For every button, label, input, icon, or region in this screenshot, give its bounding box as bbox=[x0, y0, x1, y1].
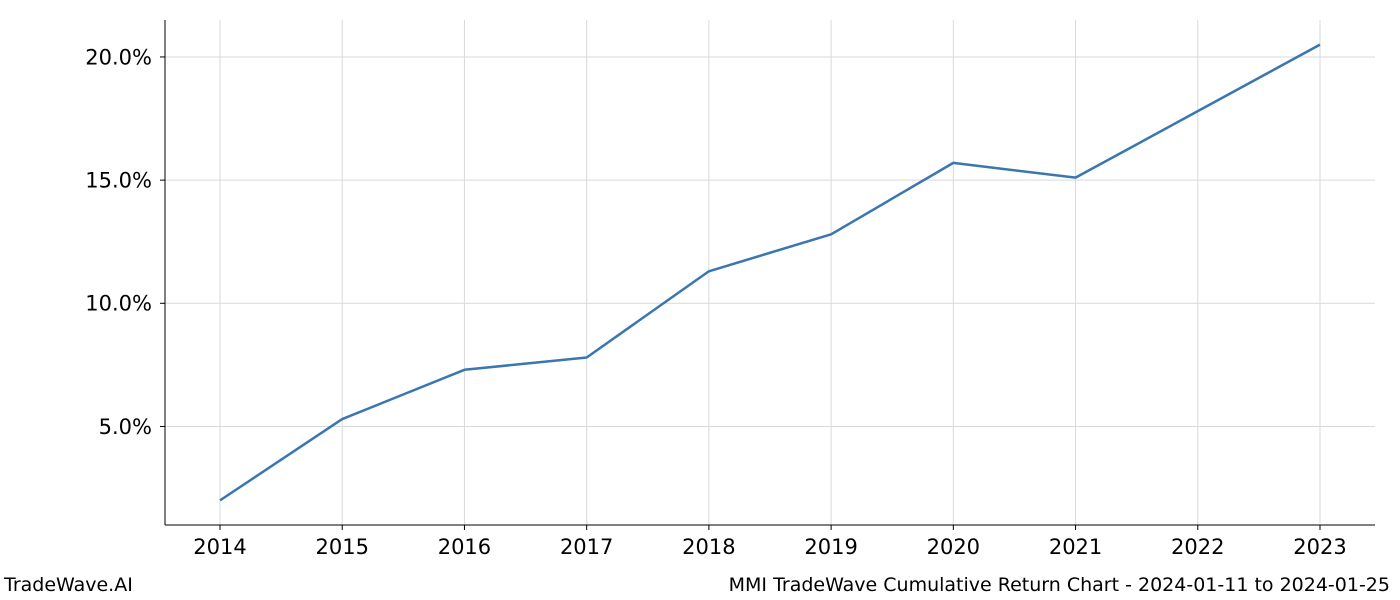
y-tick-label: 15.0% bbox=[85, 168, 152, 192]
y-tick-label: 5.0% bbox=[99, 415, 152, 439]
y-tick-label: 20.0% bbox=[85, 45, 152, 69]
x-tick-label: 2022 bbox=[1171, 535, 1224, 559]
footer-left-caption: TradeWave.AI bbox=[4, 574, 133, 596]
footer-right-caption: MMI TradeWave Cumulative Return Chart - … bbox=[729, 574, 1390, 596]
series-line-cumulative-return bbox=[220, 45, 1320, 501]
x-tick-label: 2017 bbox=[560, 535, 613, 559]
y-tick-label: 10.0% bbox=[85, 292, 152, 316]
cumulative-return-chart: 2014 2015 2016 2017 2018 2019 2020 2021 2022 2023… bbox=[0, 0, 1400, 600]
x-tick-label: 2016 bbox=[438, 535, 491, 559]
x-tick-label: 2023 bbox=[1293, 535, 1346, 559]
x-tick-label: 2020 bbox=[927, 535, 980, 559]
x-tick-label: 2014 bbox=[193, 535, 246, 559]
x-tick-label: 2015 bbox=[315, 535, 368, 559]
x-tick-label: 2019 bbox=[804, 535, 857, 559]
x-tick-label: 2021 bbox=[1049, 535, 1102, 559]
x-tick-label: 2018 bbox=[682, 535, 735, 559]
